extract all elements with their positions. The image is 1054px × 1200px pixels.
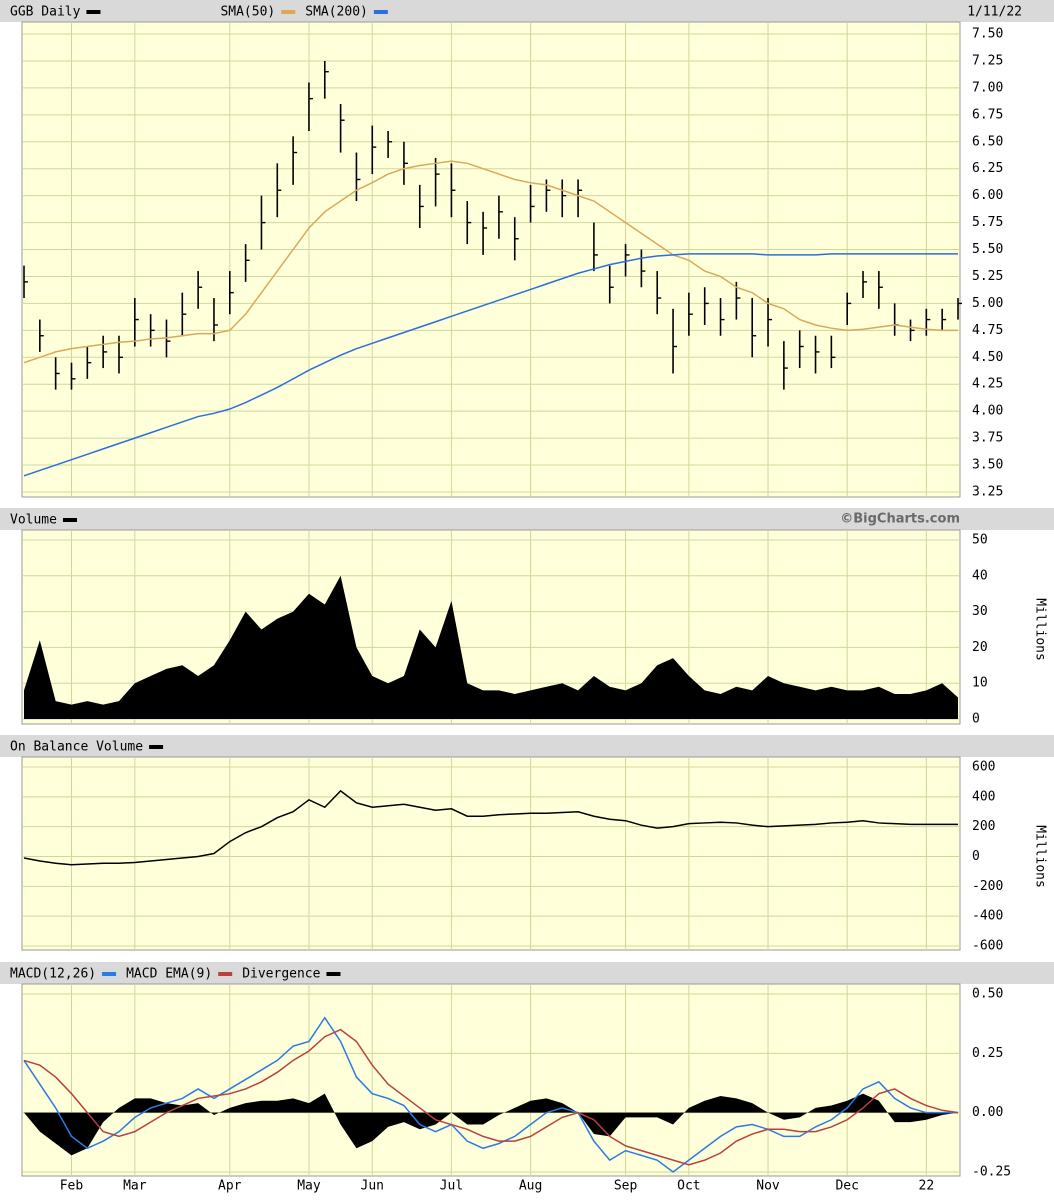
y-tick-label: 400 — [972, 789, 995, 804]
legend-label: GGB Daily — [10, 5, 81, 20]
x-tick-label: Jul — [440, 1179, 463, 1194]
x-tick-label: Feb — [60, 1179, 84, 1194]
y-tick-label: 4.50 — [972, 350, 1003, 365]
series-line — [23, 1016, 958, 1173]
y-tick-label: 50 — [972, 533, 988, 548]
x-tick-label: Aug — [519, 1179, 542, 1194]
legend-label: On Balance Volume — [10, 740, 143, 755]
chart-date: 1/11/22 — [967, 5, 1022, 20]
y-tick-label: 3.75 — [972, 431, 1003, 446]
y-tick-label: 200 — [972, 819, 995, 834]
legend-label: Volume — [10, 513, 57, 528]
legend-swatch — [373, 10, 388, 14]
y-axis-label: Millions — [1033, 598, 1048, 661]
y-tick-label: 10 — [972, 676, 988, 691]
x-tick-label: Nov — [756, 1179, 780, 1194]
x-tick-label: Mar — [123, 1179, 147, 1194]
y-tick-label: 30 — [972, 604, 988, 619]
y-tick-label: 0.50 — [972, 987, 1003, 1002]
x-tick-label: 22 — [919, 1179, 935, 1194]
legend-label: MACD(12,26) — [10, 967, 96, 982]
series-area — [24, 1093, 958, 1156]
legend-swatch — [218, 972, 233, 976]
y-tick-label: 5.75 — [972, 215, 1003, 230]
series-area — [24, 575, 958, 719]
y-tick-label: 6.75 — [972, 107, 1003, 122]
y-tick-label: -600 — [972, 939, 1003, 954]
legend-swatch — [62, 518, 77, 522]
y-tick-label: -0.25 — [972, 1165, 1011, 1180]
y-tick-label: -200 — [972, 879, 1003, 894]
y-tick-label: 6.00 — [972, 188, 1003, 203]
x-tick-label: May — [297, 1179, 321, 1194]
series-line — [23, 789, 958, 866]
legend-label: SMA(50) — [220, 5, 275, 20]
y-tick-label: 7.50 — [972, 27, 1003, 42]
panel-header — [0, 962, 1054, 984]
x-tick-label: Sep — [614, 1179, 638, 1194]
legend-swatch — [149, 745, 164, 749]
y-tick-label: 40 — [972, 568, 988, 583]
legend-swatch — [102, 972, 117, 976]
y-tick-label: 3.50 — [972, 458, 1003, 473]
y-tick-label: 0 — [972, 849, 980, 864]
panel-header — [0, 735, 1054, 757]
y-tick-label: 0.00 — [972, 1105, 1003, 1120]
y-tick-label: 5.50 — [972, 242, 1003, 257]
panel-header — [0, 508, 1054, 530]
x-tick-label: Apr — [218, 1179, 242, 1194]
plot-area — [21, 983, 961, 1177]
series-line — [23, 253, 958, 477]
y-tick-label: 4.00 — [972, 404, 1003, 419]
y-tick-label: 0.25 — [972, 1046, 1003, 1061]
y-tick-label: 6.25 — [972, 161, 1003, 176]
legend-label: MACD EMA(9) — [126, 967, 212, 982]
plot-area — [21, 21, 961, 498]
y-tick-label: 5.25 — [972, 269, 1003, 284]
y-tick-label: -400 — [972, 909, 1003, 924]
series-line — [23, 1028, 959, 1166]
y-tick-label: 6.50 — [972, 134, 1003, 149]
legend-swatch — [326, 972, 341, 976]
credit: ©BigCharts.com — [840, 512, 960, 527]
plot-area — [21, 756, 961, 951]
y-tick-label: 4.75 — [972, 323, 1003, 338]
legend-label: SMA(200) — [305, 5, 368, 20]
y-tick-label: 7.00 — [972, 80, 1003, 95]
legend-swatch — [281, 10, 296, 14]
y-tick-label: 7.25 — [972, 53, 1003, 68]
legend-swatch — [86, 10, 101, 14]
x-tick-label: Oct — [677, 1179, 700, 1194]
y-tick-label: 0 — [972, 712, 980, 727]
y-tick-label: 600 — [972, 760, 995, 775]
legend-label: Divergence — [242, 967, 320, 982]
y-tick-label: 5.00 — [972, 296, 1003, 311]
y-axis-label: Millions — [1033, 825, 1048, 888]
series-line — [23, 160, 958, 364]
y-tick-label: 20 — [972, 640, 988, 655]
y-tick-label: 4.25 — [972, 377, 1003, 392]
x-tick-label: Jun — [361, 1179, 384, 1194]
y-tick-label: 3.25 — [972, 485, 1003, 500]
x-tick-label: Dec — [835, 1179, 858, 1194]
panel-header — [0, 0, 1054, 22]
